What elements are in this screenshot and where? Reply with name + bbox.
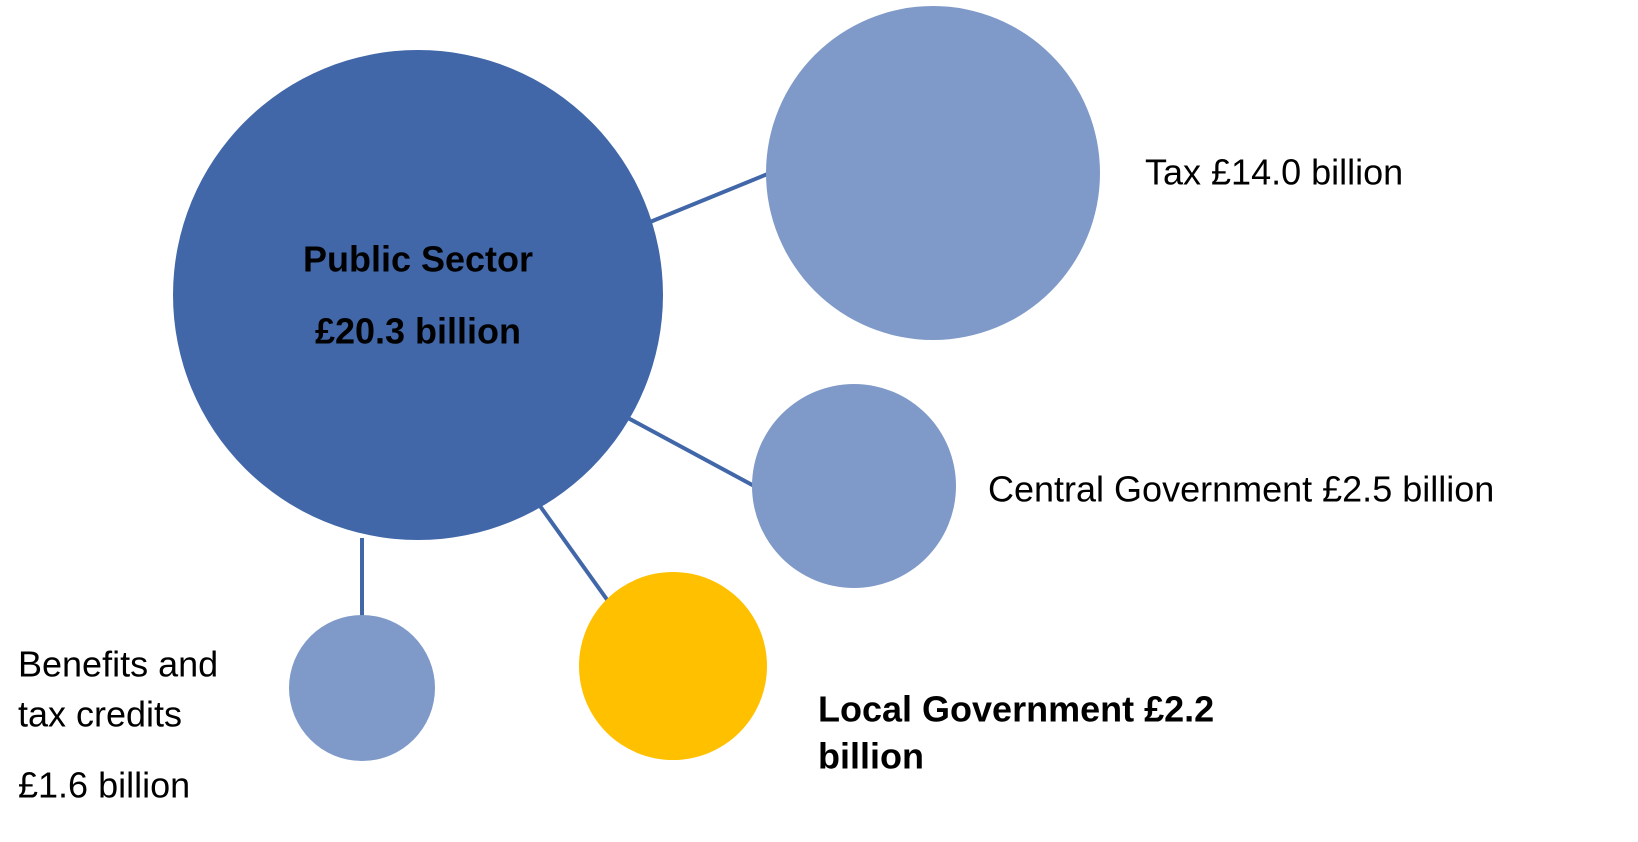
labels: Public Sector £20.3 billion Tax £14.0 bill… — [18, 152, 1494, 806]
node-label: billion — [818, 736, 924, 777]
connectors — [360, 171, 771, 618]
bubble — [766, 6, 1100, 340]
connector — [538, 504, 610, 603]
bubble — [289, 615, 435, 761]
bubble — [752, 384, 956, 588]
highlight-bubble — [579, 572, 767, 760]
main-bubble — [173, 50, 663, 540]
connector — [627, 416, 757, 489]
node-label: £1.6 billion — [18, 765, 190, 806]
node-label: Public Sector — [303, 239, 533, 280]
connector — [649, 171, 771, 224]
node-label: tax credits — [18, 694, 182, 735]
node-label: £20.3 billion — [315, 311, 521, 352]
node-label: Central Government £2.5 billion — [988, 469, 1494, 510]
node-label: Tax £14.0 billion — [1145, 152, 1403, 193]
node-label: Benefits and — [18, 644, 218, 685]
node-label: Local Government £2.2 — [818, 689, 1214, 730]
